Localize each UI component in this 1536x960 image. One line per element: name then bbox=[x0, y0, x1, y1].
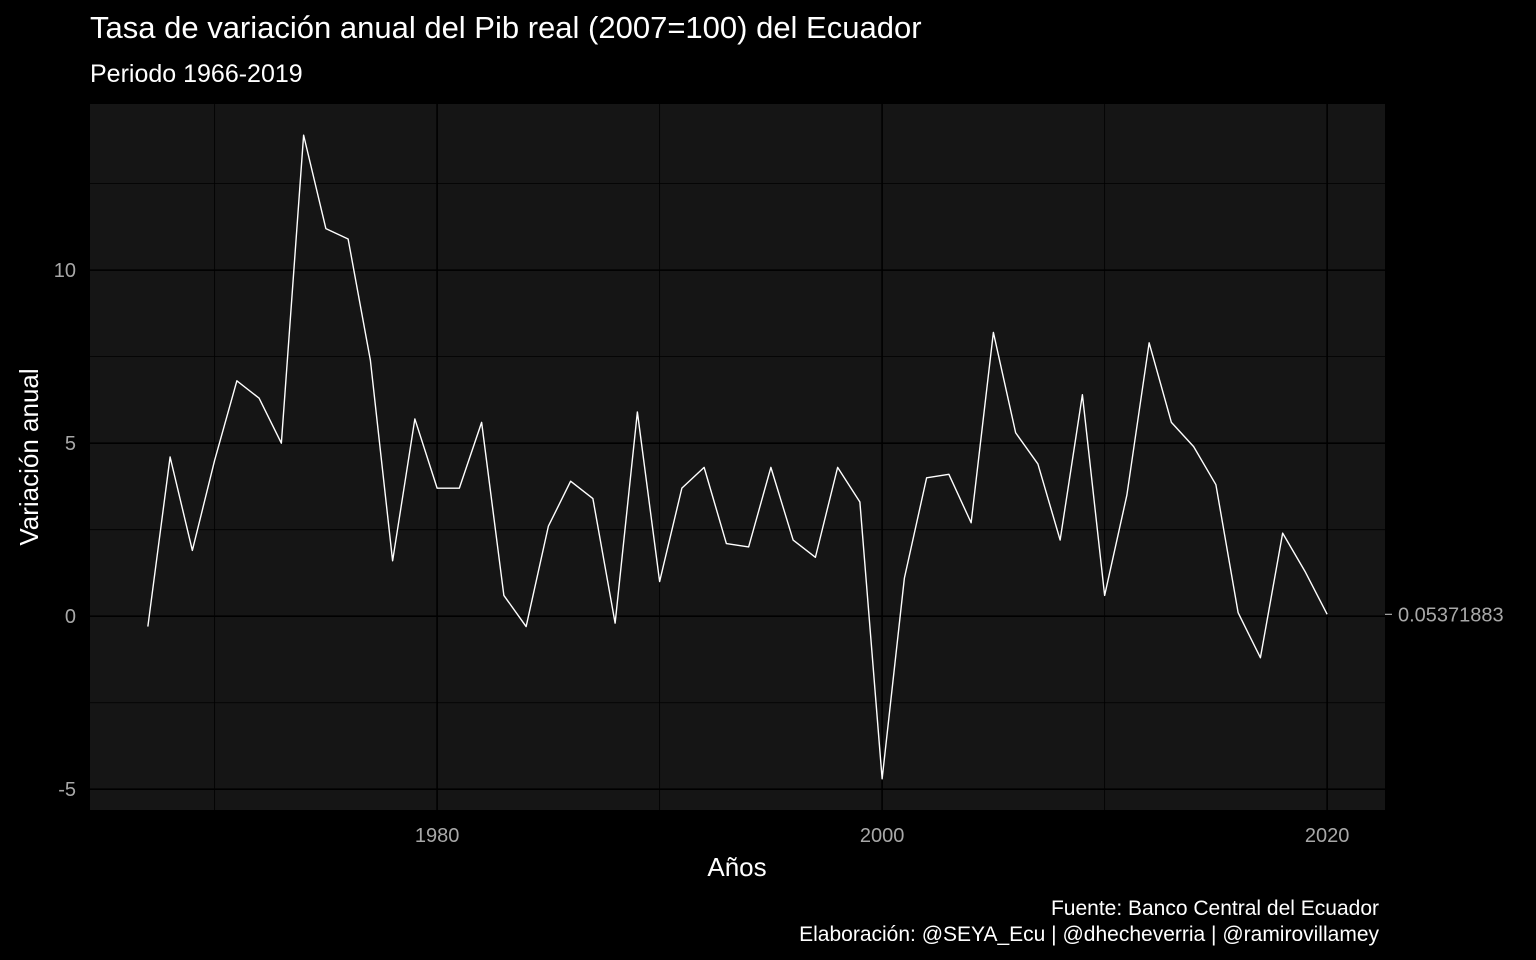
data-point bbox=[502, 594, 505, 597]
data-point bbox=[1259, 656, 1262, 659]
data-point bbox=[436, 487, 439, 490]
data-point bbox=[213, 459, 216, 462]
data-point bbox=[814, 556, 817, 559]
data-point bbox=[169, 456, 172, 459]
data-point bbox=[1237, 611, 1240, 614]
data-point bbox=[614, 622, 617, 625]
data-point bbox=[903, 577, 906, 580]
data-point bbox=[480, 421, 483, 424]
caption-credits: Elaboración: @SEYA_Ecu | @dhecheverria |… bbox=[799, 923, 1379, 946]
data-point bbox=[413, 417, 416, 420]
data-point bbox=[725, 542, 728, 545]
data-point bbox=[925, 476, 928, 479]
data-point bbox=[836, 466, 839, 469]
data-point bbox=[769, 466, 772, 469]
data-point bbox=[1170, 421, 1173, 424]
caption-source: Fuente: Banco Central del Ecuador bbox=[1050, 897, 1379, 920]
data-point bbox=[547, 525, 550, 528]
data-point bbox=[1326, 613, 1329, 616]
chart-subtitle: Periodo 1966-2019 bbox=[90, 60, 303, 88]
data-point bbox=[569, 480, 572, 483]
data-point bbox=[235, 379, 238, 382]
data-point bbox=[1148, 341, 1151, 344]
data-point bbox=[1081, 393, 1084, 396]
chart-title: Tasa de variación anual del Pib real (20… bbox=[90, 10, 922, 45]
y-axis-title: Variación anual bbox=[14, 368, 44, 545]
data-point bbox=[1214, 483, 1217, 486]
data-point bbox=[591, 497, 594, 500]
data-point bbox=[680, 487, 683, 490]
x-tick-label: 2000 bbox=[860, 825, 905, 847]
data-point bbox=[792, 539, 795, 542]
data-point bbox=[970, 521, 973, 524]
data-point bbox=[458, 487, 461, 490]
y-tick-label: 10 bbox=[54, 260, 76, 282]
x-tick-label: 1980 bbox=[415, 825, 460, 847]
data-point bbox=[658, 580, 661, 583]
series-line bbox=[147, 134, 1328, 780]
data-point bbox=[525, 625, 528, 628]
data-point bbox=[992, 331, 995, 334]
grid-lines bbox=[90, 104, 1385, 810]
y-tick-label: 0 bbox=[65, 606, 76, 628]
data-point bbox=[280, 442, 283, 445]
axes: 1980 2000 2020 -5 0 5 10 0.05371883 bbox=[54, 260, 1504, 847]
data-point bbox=[1303, 570, 1306, 573]
plot-panel bbox=[90, 104, 1385, 810]
data-point bbox=[146, 625, 149, 628]
data-point bbox=[636, 411, 639, 414]
y-tick-label: 5 bbox=[65, 433, 76, 455]
data-point bbox=[1036, 462, 1039, 465]
data-point bbox=[881, 777, 884, 780]
data-point bbox=[947, 473, 950, 476]
data-point bbox=[858, 500, 861, 503]
data-point bbox=[191, 549, 194, 552]
data-point bbox=[1103, 594, 1106, 597]
data-point bbox=[347, 237, 350, 240]
data-point bbox=[258, 397, 261, 400]
data-point bbox=[1192, 445, 1195, 448]
data-point bbox=[1125, 494, 1128, 497]
data-point bbox=[1059, 539, 1062, 542]
x-axis-title: Años bbox=[707, 852, 766, 882]
x-tick-label: 2020 bbox=[1305, 825, 1350, 847]
data-point bbox=[703, 466, 706, 469]
data-point bbox=[369, 359, 372, 362]
data-point bbox=[302, 134, 305, 137]
data-point bbox=[747, 545, 750, 548]
data-point bbox=[1014, 431, 1017, 434]
data-point bbox=[1281, 532, 1284, 535]
y-tick-label: -5 bbox=[58, 779, 76, 801]
caption: Fuente: Banco Central del Ecuador Elabor… bbox=[799, 896, 1379, 948]
data-point bbox=[391, 559, 394, 562]
data-point bbox=[324, 227, 327, 230]
series-layer bbox=[146, 134, 1329, 780]
last-value-label: 0.05371883 bbox=[1398, 604, 1504, 626]
